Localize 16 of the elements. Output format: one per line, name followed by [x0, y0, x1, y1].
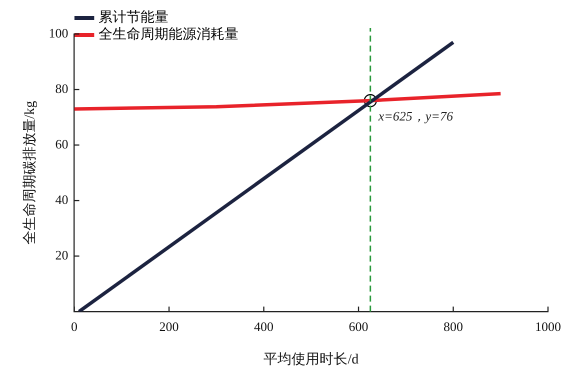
y-tick-label: 20: [55, 248, 68, 262]
x-tick-label: 200: [159, 318, 179, 334]
y-tick-label: 40: [55, 192, 68, 207]
x-tick-label: 0: [71, 318, 78, 334]
x-tick-label: 400: [254, 318, 274, 334]
legend-label: 累计节能量: [98, 10, 168, 26]
x-tick-label: 1000: [535, 318, 561, 334]
x-axis-title: 平均使用时长/d: [264, 351, 359, 368]
y-tick-label: 80: [55, 80, 68, 96]
x-tick-label: 800: [444, 318, 464, 334]
x-tick-label: 600: [348, 318, 368, 334]
y-tick-label: 100: [48, 25, 68, 40]
annotation: x=625，y=76: [377, 108, 454, 124]
y-axis-title: 全生命周期碳排放量/kg: [22, 100, 38, 245]
legend-label: 全生命周期能源消耗量: [98, 26, 238, 43]
y-tick-label: 60: [55, 136, 68, 152]
